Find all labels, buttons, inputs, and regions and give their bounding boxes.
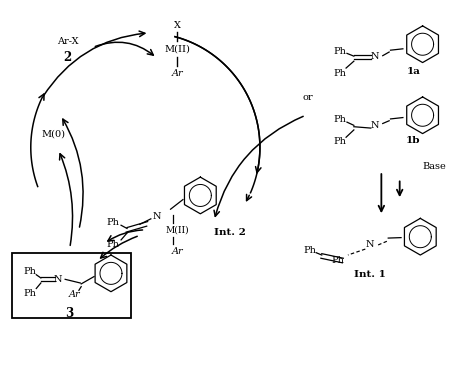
Text: 3: 3 (65, 307, 74, 320)
Text: Ph: Ph (303, 246, 316, 255)
Text: N: N (153, 212, 161, 220)
Text: 1b: 1b (406, 136, 421, 145)
Text: or: or (303, 93, 313, 102)
Text: 1a: 1a (407, 67, 420, 76)
Text: Int. 2: Int. 2 (214, 228, 246, 237)
Text: Ar: Ar (69, 290, 80, 300)
Text: M(II): M(II) (164, 44, 191, 53)
Text: N: N (54, 275, 63, 284)
Text: M(0): M(0) (42, 129, 66, 138)
Text: Ph: Ph (334, 68, 346, 78)
Text: Ar-X: Ar-X (56, 38, 78, 46)
Text: Ph: Ph (23, 268, 36, 276)
Text: 2: 2 (64, 52, 72, 64)
Text: M(II): M(II) (165, 225, 189, 234)
Text: Ph: Ph (331, 256, 344, 265)
Text: Ph: Ph (334, 115, 346, 124)
Text: X: X (174, 21, 181, 31)
Text: Ph: Ph (107, 240, 120, 249)
Text: Ph: Ph (334, 137, 346, 146)
Text: Base: Base (422, 162, 446, 171)
Text: Int. 1: Int. 1 (354, 270, 386, 279)
Text: N: N (370, 52, 379, 61)
Text: Ar: Ar (172, 247, 183, 256)
Text: Ph: Ph (334, 47, 346, 56)
Text: Ar: Ar (172, 68, 183, 78)
Text: N: N (370, 121, 379, 130)
Text: Ph: Ph (23, 289, 36, 298)
Text: N: N (365, 240, 374, 250)
Text: Ph: Ph (107, 219, 120, 227)
